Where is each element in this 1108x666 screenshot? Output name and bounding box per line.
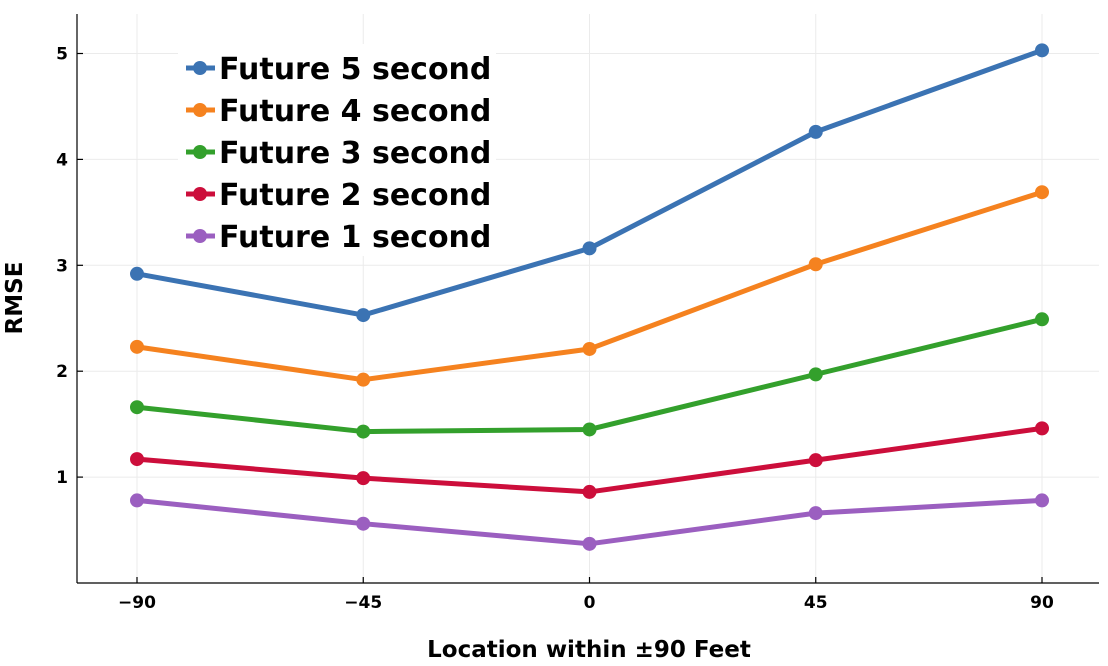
legend-item: Future 3 second [186, 136, 491, 171]
legend-label: Future 1 second [219, 220, 491, 255]
legend-label: Future 2 second [219, 178, 491, 213]
legend-item: Future 5 second [186, 52, 491, 87]
x-tick-label: 90 [1030, 593, 1054, 613]
data-point [356, 424, 371, 439]
data-point [130, 452, 144, 467]
legend-box [178, 44, 496, 256]
y-tick-label: 3 [56, 256, 68, 276]
data-point [356, 471, 371, 486]
axes [76, 14, 1099, 584]
legend-swatch-marker [193, 187, 207, 201]
data-point [356, 308, 371, 323]
data-point [130, 339, 144, 354]
series-group [130, 185, 1049, 387]
legend-label: Future 5 second [219, 52, 491, 87]
data-point [356, 372, 371, 387]
data-point [356, 516, 371, 531]
data-point [582, 341, 597, 356]
series [130, 43, 1049, 551]
legend-swatch-marker [193, 61, 207, 75]
data-point [808, 257, 823, 272]
series-group [130, 43, 1049, 323]
legend-swatch-marker [193, 229, 207, 243]
data-point [808, 367, 823, 382]
series-group [130, 493, 1049, 551]
data-point [1035, 312, 1049, 327]
legend-label: Future 3 second [219, 136, 491, 171]
x-tick-label: 0 [584, 593, 596, 613]
y-tick-label: 5 [56, 45, 68, 65]
legend-item: Future 1 second [186, 220, 491, 255]
data-point [130, 266, 144, 281]
y-tick-label: 1 [56, 468, 68, 488]
x-axis-title: Location within ±90 Feet [427, 637, 751, 663]
x-tick-label: 45 [804, 593, 828, 613]
data-point [808, 124, 823, 139]
legend-label: Future 4 second [219, 94, 491, 129]
x-tick-label: −45 [344, 593, 382, 613]
series-group [130, 421, 1049, 499]
series-group [130, 312, 1049, 439]
data-point [130, 493, 144, 508]
data-point [1035, 421, 1049, 436]
legend-item: Future 2 second [186, 178, 491, 213]
legend-swatch-marker [193, 103, 207, 117]
y-axis-title: RMSE [2, 262, 28, 335]
data-point [130, 400, 144, 415]
data-point [1035, 493, 1049, 508]
y-tick-label: 4 [56, 150, 68, 170]
data-point [808, 453, 823, 468]
legend-item: Future 4 second [186, 94, 491, 129]
x-tick-labels: −90 −45 0 45 90 [118, 577, 1054, 613]
data-point [582, 241, 597, 256]
data-point [582, 422, 597, 437]
data-point [582, 536, 597, 551]
y-tick-label: 2 [56, 362, 68, 382]
data-point [1035, 43, 1049, 58]
data-point [1035, 185, 1049, 200]
legend-swatch-marker [193, 145, 207, 159]
data-point [808, 506, 823, 521]
legend: Future 5 second Future 4 second Future 3 s… [178, 44, 496, 256]
data-point [582, 484, 597, 499]
x-tick-label: −90 [118, 593, 156, 613]
y-tick-labels: 1 2 3 4 5 [56, 45, 83, 488]
